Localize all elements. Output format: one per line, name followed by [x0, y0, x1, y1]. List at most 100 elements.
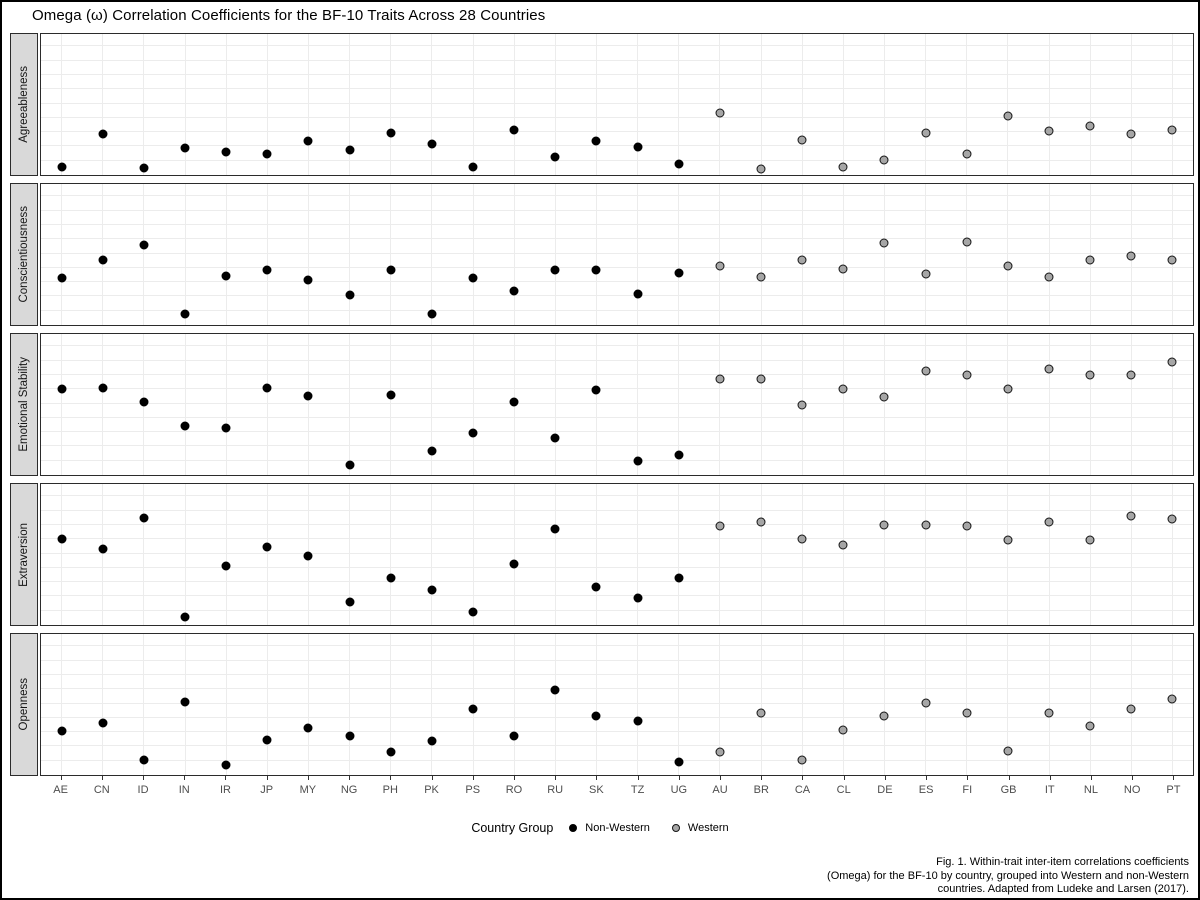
gridline-h: [41, 566, 1193, 568]
data-point-ug: [674, 450, 684, 460]
x-tick-label-ca: CA: [794, 784, 811, 796]
x-tick: [884, 776, 886, 780]
x-tick-label-es: ES: [918, 784, 934, 796]
data-point-ph: [386, 390, 396, 400]
gridline-v: [1048, 484, 1050, 625]
x-tick: [761, 776, 763, 780]
gridline-v: [266, 34, 268, 175]
gridline-v: [719, 334, 721, 475]
x-tick-label-my: MY: [299, 784, 317, 796]
gridline-v: [1007, 484, 1009, 625]
data-point-in: [180, 421, 190, 431]
data-point-ca: [797, 135, 807, 145]
gridline-v: [760, 184, 762, 325]
data-point-br: [756, 374, 766, 384]
gridline-h: [41, 459, 1193, 461]
gridline-v: [266, 484, 268, 625]
data-point-ro: [509, 125, 519, 135]
data-point-ug: [674, 268, 684, 278]
x-tick: [60, 776, 62, 780]
data-point-cl: [838, 540, 848, 550]
x-tick-label-pt: PT: [1166, 784, 1181, 796]
data-point-cn: [98, 544, 108, 554]
x-tick-label-pk: PK: [424, 784, 439, 796]
gridline-v: [1089, 334, 1091, 475]
gridline-v: [390, 484, 392, 625]
gridline-v: [883, 484, 885, 625]
gridline-v: [143, 484, 145, 625]
gridline-v: [595, 484, 597, 625]
x-tick: [720, 776, 722, 780]
x-tick-label-nl: NL: [1083, 784, 1098, 796]
data-point-sk: [591, 265, 601, 275]
gridline-h: [41, 509, 1193, 511]
gridline-v: [390, 184, 392, 325]
data-point-cl: [838, 162, 848, 172]
data-point-pt: [1167, 694, 1177, 704]
x-tick-label-ng: NG: [340, 784, 358, 796]
gridline-h: [41, 388, 1193, 390]
gridline-v: [925, 184, 927, 325]
data-point-tz: [633, 289, 643, 299]
data-point-fi: [962, 521, 972, 531]
gridline-v: [925, 34, 927, 175]
data-point-nl: [1085, 121, 1095, 131]
data-point-it: [1044, 272, 1054, 282]
x-tick: [513, 776, 515, 780]
data-point-no: [1126, 370, 1136, 380]
gridline-v: [431, 34, 433, 175]
data-point-jp: [262, 383, 272, 393]
data-point-gb: [1003, 111, 1013, 121]
data-point-fi: [962, 370, 972, 380]
gridline-v: [390, 634, 392, 775]
data-point-fi: [962, 708, 972, 718]
x-tick: [431, 776, 433, 780]
gridline-v: [225, 34, 227, 175]
data-point-cl: [838, 725, 848, 735]
data-point-ir: [221, 423, 231, 433]
x-tick-label-br: BR: [753, 784, 769, 796]
data-point-gb: [1003, 746, 1013, 756]
data-point-au: [715, 261, 725, 271]
x-tick: [967, 776, 969, 780]
x-tick: [266, 776, 268, 780]
gridline-v: [842, 334, 844, 475]
gridline-v: [184, 34, 186, 175]
data-point-ng: [345, 460, 355, 470]
gridline-v: [143, 184, 145, 325]
gridline-v: [472, 34, 474, 175]
data-point-ps: [468, 607, 478, 617]
data-point-gb: [1003, 384, 1013, 394]
gridline-v: [595, 184, 597, 325]
gridline-v: [883, 334, 885, 475]
x-tick: [101, 776, 103, 780]
x-tick: [1008, 776, 1010, 780]
data-point-sk: [591, 582, 601, 592]
data-point-ro: [509, 286, 519, 296]
gridline-v: [266, 184, 268, 325]
data-point-ps: [468, 162, 478, 172]
data-point-de: [879, 155, 889, 164]
gridline-v: [102, 634, 104, 775]
data-point-tz: [633, 716, 643, 726]
gridline-v: [554, 34, 556, 175]
gridline-v: [719, 184, 721, 325]
gridline-h: [41, 581, 1193, 583]
data-point-ng: [345, 290, 355, 300]
x-tick-label-no: NO: [1123, 784, 1141, 796]
gridline-v: [431, 634, 433, 775]
gridline-h: [41, 195, 1193, 197]
data-point-ps: [468, 704, 478, 714]
gridline-h: [41, 431, 1193, 433]
x-tick-label-cn: CN: [93, 784, 110, 796]
gridline-v: [431, 334, 433, 475]
data-point-ru: [550, 433, 560, 443]
data-point-pt: [1167, 357, 1177, 367]
x-tick-label-id: ID: [137, 784, 149, 796]
gridline-v: [719, 34, 721, 175]
data-point-au: [715, 108, 725, 118]
gridline-v: [883, 34, 885, 175]
data-point-in: [180, 697, 190, 707]
gridline-v: [1171, 334, 1173, 475]
